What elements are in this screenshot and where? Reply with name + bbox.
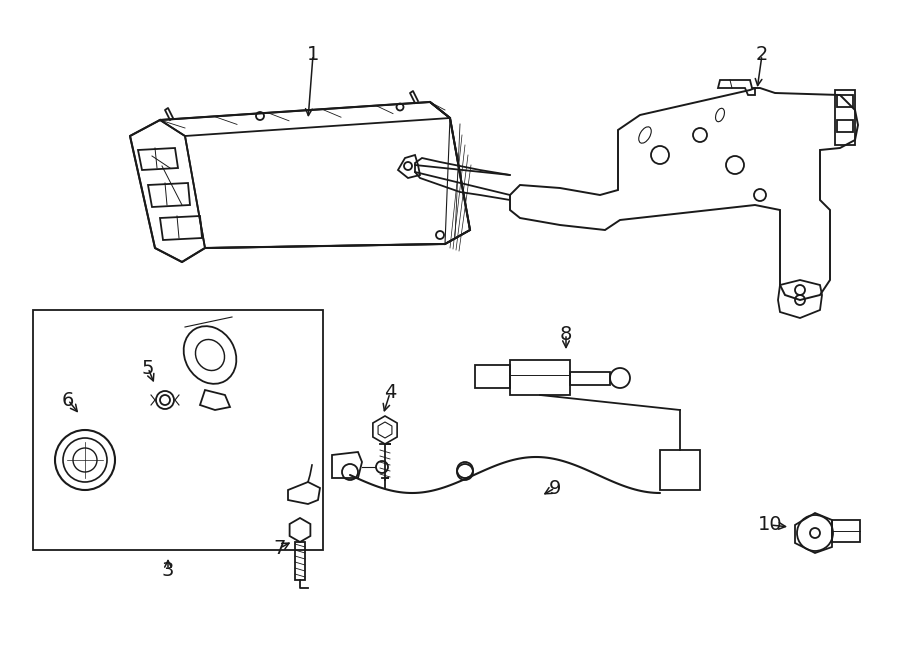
Text: 9: 9	[549, 479, 562, 498]
Text: 7: 7	[274, 539, 286, 557]
Text: 5: 5	[142, 358, 154, 377]
Text: 2: 2	[756, 46, 769, 65]
Text: 10: 10	[758, 516, 782, 535]
Bar	[835, 90, 855, 145]
Text: 4: 4	[383, 383, 396, 403]
Bar	[837, 95, 853, 107]
Text: 1: 1	[307, 46, 320, 65]
Text: 3: 3	[162, 561, 175, 580]
Bar	[33, 310, 323, 550]
Text: 8: 8	[560, 325, 572, 344]
Bar	[837, 120, 853, 132]
Text: 6: 6	[62, 391, 74, 410]
Bar	[660, 450, 700, 490]
Bar	[832, 520, 860, 542]
